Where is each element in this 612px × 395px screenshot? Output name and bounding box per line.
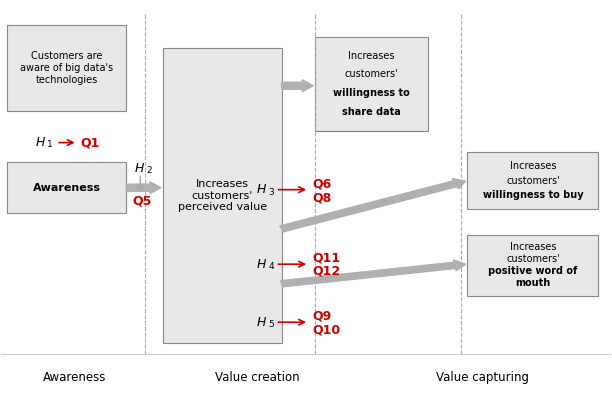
Text: Q10: Q10 bbox=[312, 323, 340, 336]
Text: Increases: Increases bbox=[348, 51, 395, 61]
Text: 5: 5 bbox=[268, 320, 274, 329]
Text: Awareness: Awareness bbox=[33, 183, 101, 193]
Text: Q11: Q11 bbox=[312, 252, 340, 265]
FancyBboxPatch shape bbox=[315, 37, 428, 131]
FancyBboxPatch shape bbox=[468, 152, 599, 209]
Text: Q6: Q6 bbox=[312, 177, 331, 190]
Text: Q12: Q12 bbox=[312, 265, 340, 278]
Text: $\mathit{H}$: $\mathit{H}$ bbox=[256, 183, 267, 196]
Text: customers': customers' bbox=[506, 254, 560, 264]
Text: 4: 4 bbox=[268, 262, 274, 271]
Text: $\mathit{H}$: $\mathit{H}$ bbox=[256, 316, 267, 329]
FancyBboxPatch shape bbox=[163, 49, 282, 342]
Text: Value capturing: Value capturing bbox=[436, 371, 529, 384]
Text: Customers are
aware of big data's
technologies: Customers are aware of big data's techno… bbox=[20, 51, 113, 85]
Text: willingness to: willingness to bbox=[333, 88, 410, 98]
FancyBboxPatch shape bbox=[7, 25, 126, 111]
FancyArrow shape bbox=[126, 182, 161, 194]
Text: 2: 2 bbox=[146, 166, 152, 175]
Text: Q5: Q5 bbox=[132, 195, 152, 208]
FancyBboxPatch shape bbox=[7, 162, 126, 213]
Text: Q8: Q8 bbox=[312, 191, 331, 204]
FancyArrow shape bbox=[280, 179, 466, 232]
FancyArrow shape bbox=[282, 80, 313, 92]
FancyArrow shape bbox=[281, 260, 466, 287]
FancyBboxPatch shape bbox=[468, 235, 599, 295]
Text: Awareness: Awareness bbox=[43, 371, 106, 384]
Text: Increases: Increases bbox=[510, 242, 556, 252]
Text: customers': customers' bbox=[345, 70, 398, 79]
Text: share data: share data bbox=[342, 107, 401, 117]
Text: $\mathit{H}$: $\mathit{H}$ bbox=[134, 162, 145, 175]
Text: Q1: Q1 bbox=[81, 136, 100, 149]
Text: $\mathit{H}$: $\mathit{H}$ bbox=[35, 136, 46, 149]
Text: willingness to buy: willingness to buy bbox=[483, 190, 583, 201]
Text: Value creation: Value creation bbox=[215, 371, 300, 384]
Text: $\mathit{H}$: $\mathit{H}$ bbox=[256, 258, 267, 271]
Text: Q9: Q9 bbox=[312, 310, 331, 323]
Text: 3: 3 bbox=[268, 188, 274, 197]
Text: positive word of: positive word of bbox=[488, 266, 578, 276]
Text: customers': customers' bbox=[506, 176, 560, 186]
Text: Increases
customers'
perceived value: Increases customers' perceived value bbox=[177, 179, 267, 212]
Text: Increases: Increases bbox=[510, 161, 556, 171]
Text: mouth: mouth bbox=[515, 278, 551, 288]
Text: 1: 1 bbox=[47, 141, 53, 149]
